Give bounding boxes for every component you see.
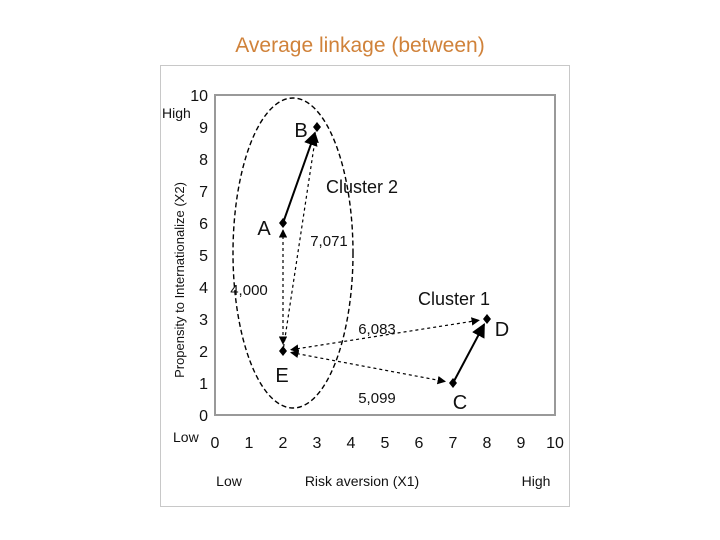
y-tick-labels: 0 1 2 3 4 5 6 7 8 9 10: [190, 88, 208, 425]
distance-label-e-d: 6,083: [358, 321, 396, 338]
x-high-label: High: [522, 473, 551, 489]
y-tick-label: 8: [199, 152, 208, 169]
y-axis-label: Propensity to Internationalize (X2): [172, 182, 187, 378]
cluster-1-label: Cluster 1: [418, 289, 490, 309]
y-tick-label: 4: [199, 280, 208, 297]
x-tick-label: 1: [245, 435, 254, 452]
x-low-label: Low: [216, 473, 243, 489]
distance-label-e-c: 5,099: [358, 390, 396, 407]
chart-title: Average linkage (between): [235, 34, 485, 57]
x-tick-label: 7: [449, 435, 458, 452]
x-tick-label: 6: [415, 435, 424, 452]
link-e-c: [290, 349, 446, 385]
point-marker-e: [279, 346, 287, 356]
y-tick-label: 10: [190, 88, 208, 105]
x-axis-label: Risk aversion (X1): [305, 473, 419, 489]
chart-frame: [160, 65, 570, 507]
x-tick-label: 3: [313, 435, 322, 452]
data-points: [279, 122, 491, 388]
cluster-2-ellipse: [232, 97, 354, 409]
point-marker-a: [279, 218, 287, 228]
link-c-d: [453, 323, 486, 382]
y-tick-label: 7: [199, 184, 208, 201]
x-tick-labels: 0 1 2 3 4 5 6 7 8 9 10: [211, 435, 564, 452]
y-tick-label: 5: [199, 248, 208, 265]
point-label-c: C: [453, 392, 467, 414]
y-tick-label: 3: [199, 312, 208, 329]
y-tick-label: 1: [199, 376, 208, 393]
x-tick-label: 0: [211, 435, 220, 452]
x-tick-label: 9: [517, 435, 526, 452]
x-tick-label: 4: [347, 435, 356, 452]
plot-area: [214, 94, 556, 416]
x-tick-label: 2: [279, 435, 288, 452]
y-tick-label: 9: [199, 120, 208, 137]
y-high-label: High: [162, 105, 191, 121]
y-tick-label: 6: [199, 216, 208, 233]
y-tick-label: 2: [199, 344, 208, 361]
x-tick-label: 5: [381, 435, 390, 452]
link-a-b: [282, 131, 318, 222]
point-marker-b: [313, 122, 321, 132]
point-label-a: A: [257, 218, 271, 240]
cluster-2-label: Cluster 2: [326, 177, 398, 197]
x-tick-label: 10: [546, 435, 564, 452]
link-e-d: [290, 317, 480, 353]
point-label-b: B: [294, 120, 307, 142]
point-marker-d: [483, 314, 491, 324]
point-label-d: D: [495, 319, 509, 341]
y-low-label: Low: [173, 429, 200, 445]
x-tick-label: 8: [483, 435, 492, 452]
point-label-e: E: [275, 365, 288, 387]
point-marker-c: [449, 378, 457, 388]
distance-label-a-e: 4,000: [230, 282, 268, 299]
distance-label-a-b: 7,071: [310, 233, 348, 250]
y-tick-label: 0: [199, 408, 208, 425]
